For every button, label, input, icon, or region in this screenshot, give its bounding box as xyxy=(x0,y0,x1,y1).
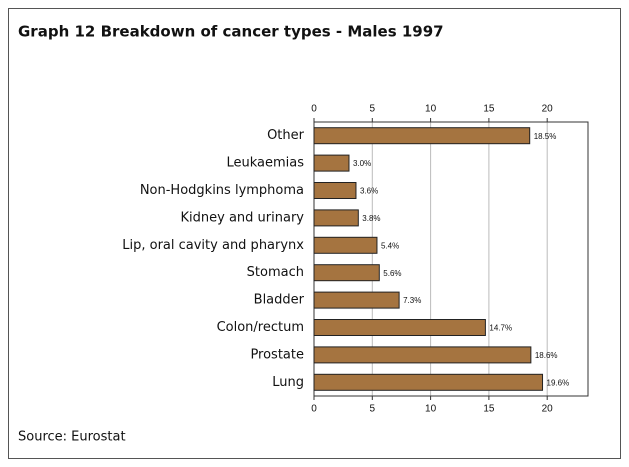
y-tick-label: Lung xyxy=(272,375,304,390)
y-tick-label: Leukaemias xyxy=(226,156,304,171)
y-tick-label: Stomach xyxy=(247,265,304,280)
x-tick-label: 10 xyxy=(425,104,437,115)
y-tick-label: Prostate xyxy=(250,347,304,362)
y-tick-label: Bladder xyxy=(254,293,305,308)
x-tick-label: 20 xyxy=(542,404,554,415)
bar xyxy=(313,209,359,227)
x-tick-label: 5 xyxy=(370,404,376,415)
value-label: 18.6% xyxy=(535,351,558,360)
x-tick-label: 20 xyxy=(542,104,554,115)
chart-title: Graph 12 Breakdown of cancer types - Mal… xyxy=(18,23,444,41)
value-label: 19.6% xyxy=(547,378,570,387)
y-tick-label: Kidney and urinary xyxy=(181,210,305,225)
bar xyxy=(313,264,380,282)
source: Source: Eurostat xyxy=(18,430,126,445)
value-label: 5.6% xyxy=(383,269,401,278)
bar xyxy=(313,154,350,172)
value-label: 3.8% xyxy=(362,214,380,223)
x-tick-label: 10 xyxy=(425,404,437,415)
value-label: 3.0% xyxy=(353,159,371,168)
bar xyxy=(313,346,532,364)
y-tick-label: Colon/rectum xyxy=(217,320,304,335)
plot-frame xyxy=(313,121,589,397)
bar xyxy=(313,319,486,336)
value-label: 5.4% xyxy=(381,241,399,250)
x-tick-label: 0 xyxy=(311,104,317,115)
value-label: 18.5% xyxy=(534,132,557,141)
bar xyxy=(313,127,531,145)
bar xyxy=(313,373,544,391)
x-tick-label: 0 xyxy=(311,404,317,415)
x-tick-label: 5 xyxy=(370,104,376,115)
y-tick-label: Lip, oral cavity and pharynx xyxy=(122,238,304,253)
bar xyxy=(313,182,357,199)
bar xyxy=(313,236,378,254)
y-tick-label: Other xyxy=(267,128,305,143)
value-label: 3.6% xyxy=(360,187,378,196)
x-tick-label: 15 xyxy=(483,104,495,115)
y-tick-label: Non-Hodgkins lymphoma xyxy=(140,183,304,198)
value-label: 14.7% xyxy=(489,324,512,333)
x-tick-label: 15 xyxy=(483,404,495,415)
bar xyxy=(313,291,400,309)
value-label: 7.3% xyxy=(403,296,421,305)
